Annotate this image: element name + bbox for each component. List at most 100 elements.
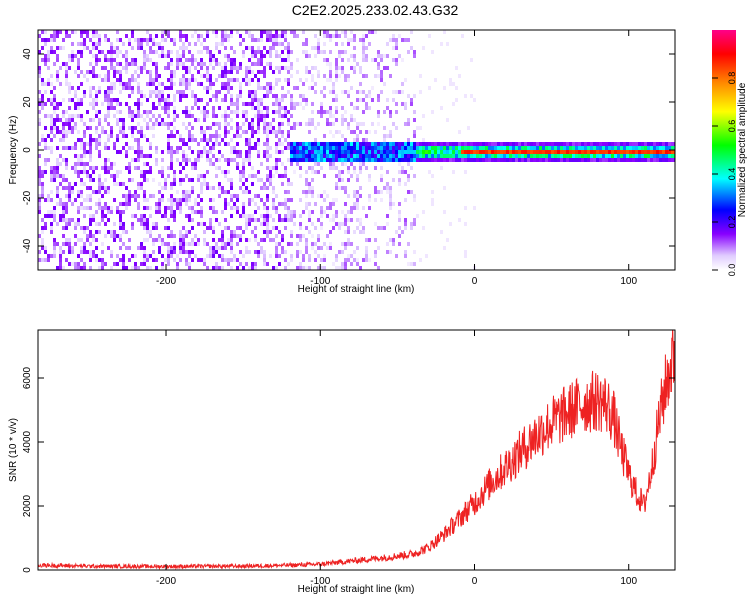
heatmap-cell	[68, 246, 71, 250]
heatmap-cell	[131, 254, 134, 258]
heatmap-cell	[410, 30, 413, 34]
colorbar-tick-label: 0.4	[727, 168, 737, 181]
heatmap-cell	[410, 262, 413, 266]
heatmap-cell	[605, 150, 608, 154]
heatmap-cell	[323, 86, 326, 90]
heatmap-cell	[245, 142, 248, 146]
heatmap-cell	[71, 130, 74, 134]
heatmap-cell	[245, 114, 248, 118]
heatmap-cell	[593, 146, 596, 150]
heatmap-cell	[323, 34, 326, 38]
heatmap-cell	[290, 158, 293, 162]
heatmap-cell	[143, 170, 146, 174]
heatmap-cell	[95, 74, 98, 78]
heatmap-cell	[179, 242, 182, 246]
heatmap-cell	[101, 102, 104, 106]
heatmap-cell	[182, 90, 185, 94]
heatmap-cell	[113, 230, 116, 234]
heatmap-cell	[50, 74, 53, 78]
heatmap-cell	[395, 150, 398, 154]
heatmap-cell	[272, 202, 275, 206]
heatmap-cell	[344, 262, 347, 266]
heatmap-cell	[41, 46, 44, 50]
heatmap-cell	[344, 118, 347, 122]
heatmap-cell	[167, 234, 170, 238]
heatmap-cell	[212, 94, 215, 98]
heatmap-cell	[65, 34, 68, 38]
heatmap-cell	[599, 154, 602, 158]
heatmap-cell	[587, 142, 590, 146]
heatmap-cell	[305, 54, 308, 58]
heatmap-cell	[290, 30, 293, 34]
heatmap-cell	[554, 146, 557, 150]
heatmap-cell	[53, 214, 56, 218]
heatmap-cell	[59, 174, 62, 178]
heatmap-cell	[236, 242, 239, 246]
heatmap-cell	[362, 230, 365, 234]
heatmap-cell	[107, 134, 110, 138]
heatmap-cell	[242, 202, 245, 206]
heatmap-cell	[626, 158, 629, 162]
heatmap-cell	[407, 162, 410, 166]
heatmap-cell	[56, 166, 59, 170]
heatmap-cell	[437, 142, 440, 146]
heatmap-cell	[152, 126, 155, 130]
heatmap-cell	[263, 46, 266, 50]
heatmap-cell	[500, 158, 503, 162]
heatmap-cell	[137, 246, 140, 250]
heatmap-cell	[284, 266, 287, 270]
heatmap-cell	[104, 206, 107, 210]
heatmap-cell	[317, 70, 320, 74]
heatmap-cell	[311, 146, 314, 150]
heatmap-cell	[101, 218, 104, 222]
heatmap-cell	[359, 162, 362, 166]
heatmap-cell	[50, 146, 53, 150]
heatmap-cell	[230, 98, 233, 102]
heatmap-cell	[251, 94, 254, 98]
heatmap-cell	[221, 138, 224, 142]
heatmap-cell	[41, 186, 44, 190]
heatmap-cell	[65, 70, 68, 74]
heatmap-cell	[230, 118, 233, 122]
heatmap-cell	[119, 222, 122, 226]
heatmap-cell	[179, 38, 182, 42]
heatmap-cell	[218, 182, 221, 186]
heatmap-cell	[311, 78, 314, 82]
heatmap-cell	[155, 62, 158, 66]
heatmap-cell	[68, 34, 71, 38]
heatmap-cell	[215, 130, 218, 134]
heatmap-cell	[146, 54, 149, 58]
heatmap-cell	[209, 58, 212, 62]
heatmap-cell	[98, 154, 101, 158]
heatmap-cell	[332, 202, 335, 206]
heatmap-cell	[338, 74, 341, 78]
heatmap-cell	[251, 182, 254, 186]
heatmap-cell	[209, 218, 212, 222]
heatmap-cell	[305, 206, 308, 210]
heatmap-cell	[233, 254, 236, 258]
heatmap-cell	[254, 146, 257, 150]
heatmap-cell	[182, 198, 185, 202]
heatmap-cell	[167, 262, 170, 266]
heatmap-cell	[368, 94, 371, 98]
heatmap-cell	[50, 210, 53, 214]
heatmap-cell	[260, 110, 263, 114]
heatmap-cell	[365, 246, 368, 250]
heatmap-cell	[473, 206, 476, 210]
heatmap-cell	[65, 178, 68, 182]
heatmap-cell	[359, 38, 362, 42]
heatmap-cell	[191, 90, 194, 94]
heatmap-cell	[611, 158, 614, 162]
heatmap-cell	[329, 242, 332, 246]
heatmap-cell	[95, 222, 98, 226]
heatmap-cell	[245, 110, 248, 114]
heatmap-cell	[380, 58, 383, 62]
heatmap-cell	[53, 206, 56, 210]
heatmap-cell	[398, 146, 401, 150]
heatmap-cell	[98, 110, 101, 114]
heatmap-cell	[275, 78, 278, 82]
heatmap-cell	[224, 118, 227, 122]
heatmap-cell	[164, 214, 167, 218]
heatmap-cell	[53, 134, 56, 138]
heatmap-cell	[281, 98, 284, 102]
